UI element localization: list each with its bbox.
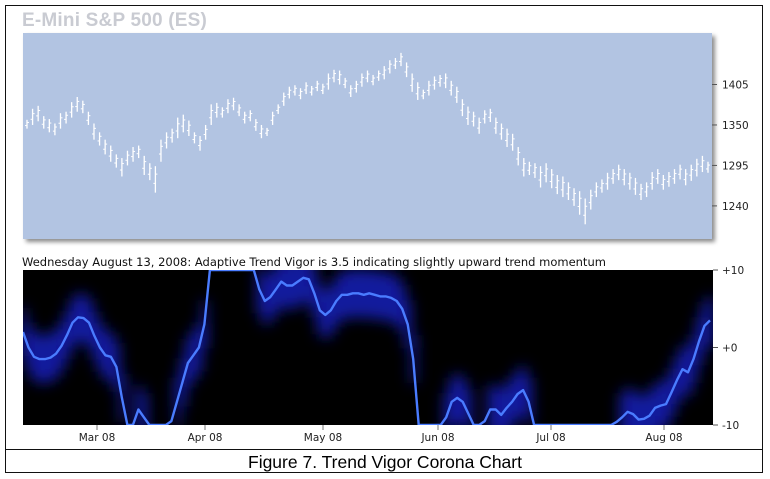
corona-band (657, 381, 665, 425)
corona-band (641, 394, 649, 425)
price-tick-label: 1405 (722, 80, 749, 92)
x-tick-label: Mar 08 (79, 432, 116, 444)
vigor-tick-label: +0 (722, 343, 737, 355)
price-axis: 1405 1350 1295 1240 (712, 80, 749, 213)
x-tick-label: Apr 08 (188, 432, 223, 444)
chart-title: E-Mini S&P 500 (ES) (22, 10, 208, 31)
corona-band (492, 385, 500, 425)
corona-band (300, 270, 308, 302)
figure-frame (5, 5, 763, 473)
price-tick-label: 1295 (722, 160, 749, 172)
figure-caption: Figure 7. Trend Vigor Corona Chart (248, 452, 522, 472)
x-tick-label: Aug 08 (645, 432, 682, 444)
corona-band (23, 308, 27, 356)
corona-band (652, 383, 660, 425)
price-bars (25, 52, 710, 225)
corona-band (278, 270, 286, 306)
corona-band (443, 393, 451, 425)
x-tick-label: Jun 08 (420, 432, 454, 444)
corona-band (646, 391, 654, 425)
corona-band (624, 387, 632, 425)
corona-band (498, 390, 506, 425)
corona-band (707, 296, 713, 345)
x-tick-label: May 08 (304, 432, 342, 444)
vigor-tick-label: +10 (722, 265, 744, 277)
x-tick-label: Jul 08 (535, 432, 565, 444)
corona-band (465, 389, 473, 425)
corona-band (272, 270, 280, 314)
corona-band (503, 383, 511, 425)
caption-divider (5, 449, 763, 450)
corona-band (305, 270, 313, 304)
price-tick-label: 1240 (722, 201, 749, 213)
trend-vigor-line (23, 270, 711, 425)
price-tick-label: 1350 (722, 120, 749, 132)
corona-band (140, 393, 148, 425)
corona-band (635, 395, 643, 425)
x-axis: Mar 08 Apr 08 May 08 Jun 08 Jul 08 Aug 08 (79, 425, 683, 444)
corona-band (135, 385, 143, 425)
corona-band (289, 270, 297, 310)
corona-band (294, 270, 302, 306)
corona-band (283, 270, 291, 310)
status-text: Wednesday August 13, 2008: Adaptive Tren… (22, 255, 606, 269)
indicator-axis: +10 +0 -10 (713, 265, 744, 432)
corona-band (487, 385, 495, 425)
vigor-tick-label: -10 (722, 420, 739, 432)
corona-band (630, 390, 638, 425)
price-panel (23, 33, 712, 239)
corona-band (619, 393, 627, 425)
